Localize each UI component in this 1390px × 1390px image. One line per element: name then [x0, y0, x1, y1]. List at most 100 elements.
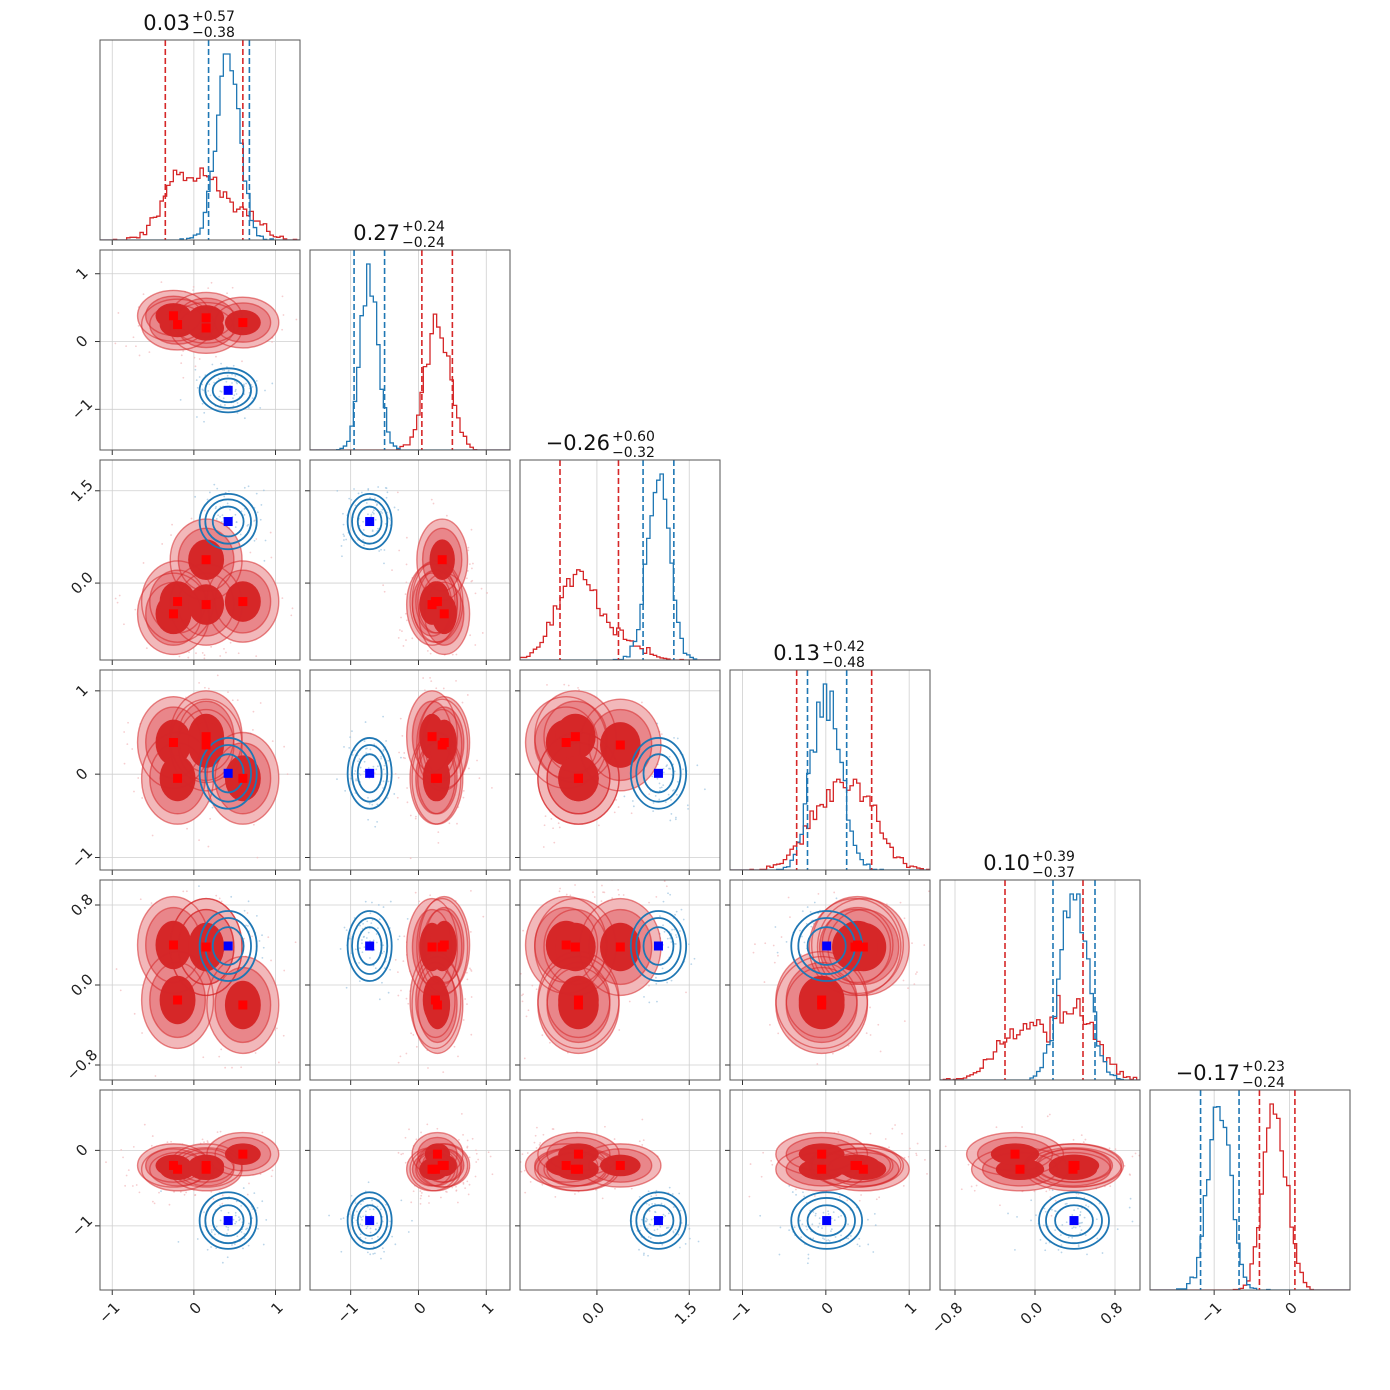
blue-sample-point	[675, 816, 677, 819]
red-sample-point	[269, 531, 272, 534]
blue-sample-point	[253, 1192, 256, 1194]
blue-sample-point	[393, 793, 396, 795]
red-sample-point	[655, 1194, 658, 1197]
blue-sample-point	[682, 768, 685, 771]
blue-sample-point	[679, 1209, 682, 1212]
blue-mode-marker	[223, 1216, 233, 1226]
red-sample-point	[114, 597, 117, 600]
blue-contour-line-0	[198, 910, 258, 982]
blue-sample-point	[234, 1211, 237, 1214]
blue-sample-point	[206, 452, 208, 454]
blue-sample-point	[371, 530, 374, 533]
red-sample-point	[153, 1202, 156, 1205]
blue-histogram	[520, 473, 720, 660]
y-tick-label-1: 1.5	[67, 476, 97, 506]
blue-sample-point	[652, 810, 655, 813]
red-sample-point	[541, 1183, 544, 1186]
y-tick-label-0: −1	[68, 395, 96, 423]
red-sample-point	[601, 884, 603, 887]
red-sample-point	[215, 894, 218, 897]
blue-sample-point	[235, 1200, 238, 1203]
blue-sample-point	[362, 520, 365, 523]
red-mode-marker-3	[238, 773, 248, 783]
red-sample-point	[877, 1023, 880, 1026]
panel-content	[310, 250, 510, 450]
blue-sample-point	[364, 747, 367, 750]
blue-sample-point	[251, 385, 254, 388]
blue-sample-point	[358, 758, 361, 760]
red-contour-line-0	[169, 301, 243, 355]
red-contour-line-0	[416, 897, 469, 997]
blue-sample-point	[234, 1214, 237, 1217]
blue-sample-point	[355, 778, 358, 781]
panel-frame	[309, 879, 511, 1081]
blue-sample-point	[670, 799, 672, 801]
blue-sample-point	[239, 1218, 242, 1220]
blue-sample-point	[367, 818, 370, 821]
panel-frame	[309, 669, 511, 871]
blue-sample-point	[382, 787, 385, 789]
blue-sample-point	[375, 933, 378, 935]
red-sample-point	[397, 994, 400, 997]
red-sample-point	[255, 655, 258, 657]
blue-sample-point	[650, 1195, 653, 1198]
param-title-plus: +0.39	[1032, 849, 1075, 865]
panel-3-5: −1 0 1	[725, 1089, 931, 1327]
red-sample-point	[617, 888, 620, 891]
blue-sample-point	[672, 1206, 675, 1208]
red-sample-point	[400, 1153, 403, 1156]
red-sample-point	[135, 345, 137, 348]
blue-sample-point	[655, 1189, 658, 1192]
blue-sample-point	[652, 802, 655, 804]
red-sample-point	[184, 687, 186, 689]
red-sample-point	[161, 543, 164, 545]
blue-sample-point	[243, 507, 246, 510]
blue-sample-point	[675, 794, 678, 796]
blue-sample-point	[380, 755, 383, 758]
blue-sample-point	[353, 772, 356, 775]
blue-sample-point	[376, 1205, 379, 1208]
panel-2-2: −0.26 +0.60−0.32	[519, 429, 721, 665]
panel-content	[520, 1118, 700, 1257]
red-sample-point	[241, 661, 243, 663]
red-sample-point	[256, 856, 259, 859]
blue-sample-point	[342, 523, 345, 526]
blue-sample-point	[251, 1208, 254, 1211]
panel-3-4	[725, 879, 931, 1085]
blue-contour-line-1	[351, 498, 389, 545]
red-sample-point	[926, 1172, 928, 1175]
blue-sample-point	[662, 1213, 665, 1216]
blue-sample-point	[664, 801, 667, 804]
blue-sample-point	[679, 1246, 681, 1249]
blue-contour-line-1	[351, 917, 389, 975]
blue-sample-point	[247, 1222, 250, 1225]
red-sample-point	[537, 656, 539, 658]
blue-sample-point	[370, 922, 373, 925]
red-sample-point	[114, 342, 117, 345]
blue-sample-point	[371, 803, 374, 806]
red-contour-line-0	[411, 955, 464, 1055]
red-sample-point	[478, 777, 481, 780]
blue-sample-point	[226, 502, 229, 505]
red-sample-point	[592, 891, 594, 893]
red-sample-point	[226, 292, 229, 295]
blue-sample-point	[231, 373, 233, 376]
red-sample-point	[833, 891, 836, 894]
blue-sample-point	[367, 1206, 369, 1208]
panel-2-4	[515, 879, 721, 1085]
red-sample-point	[472, 562, 474, 565]
red-sample-point	[271, 341, 273, 343]
blue-sample-point	[360, 491, 363, 494]
blue-sample-point	[366, 1225, 369, 1228]
panel-frame	[519, 669, 721, 871]
blue-sample-point	[827, 1210, 830, 1213]
blue-sample-point	[370, 515, 373, 518]
red-sample-point	[420, 1192, 423, 1194]
blue-sample-point	[359, 1223, 362, 1226]
red-sample-point	[198, 358, 201, 360]
y-tick-label-1: 0.0	[67, 970, 97, 1000]
red-sample-point	[149, 850, 151, 852]
blue-mode-marker	[365, 941, 375, 951]
blue-sample-point	[210, 1231, 213, 1233]
blue-sample-point	[806, 1262, 809, 1265]
